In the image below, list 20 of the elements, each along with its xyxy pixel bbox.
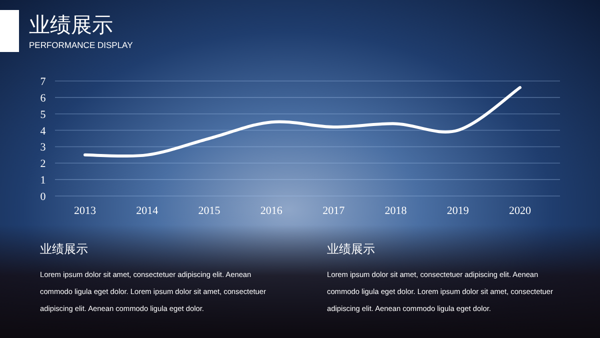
x-tick-label: 2014 [136, 205, 159, 217]
y-tick-label: 7 [40, 76, 46, 88]
y-tick-label: 0 [40, 191, 46, 203]
x-tick-label: 2017 [322, 205, 346, 217]
x-tick-label: 2015 [198, 205, 221, 217]
y-tick-label: 2 [40, 158, 46, 170]
chart-title: 业绩展示 [29, 13, 113, 37]
x-tick-label: 2020 [509, 205, 532, 217]
y-tick-label: 6 [40, 92, 46, 104]
text: 业绩展示 [327, 241, 376, 258]
y-tick-label: 4 [40, 125, 46, 138]
x-tick-label: 2018 [384, 205, 408, 217]
x-tick-label: 2016 [260, 205, 283, 217]
y-tick-label: 3 [40, 142, 46, 154]
y-tick-label: 1 [40, 174, 46, 187]
x-tick-label: 2013 [74, 205, 96, 217]
x-tick-label: 2019 [446, 205, 470, 217]
y-tick-label: 5 [40, 108, 46, 121]
chart-subtitle: PERFORMANCE DISPLAY [29, 40, 134, 50]
text: 业绩展示 [40, 241, 89, 258]
